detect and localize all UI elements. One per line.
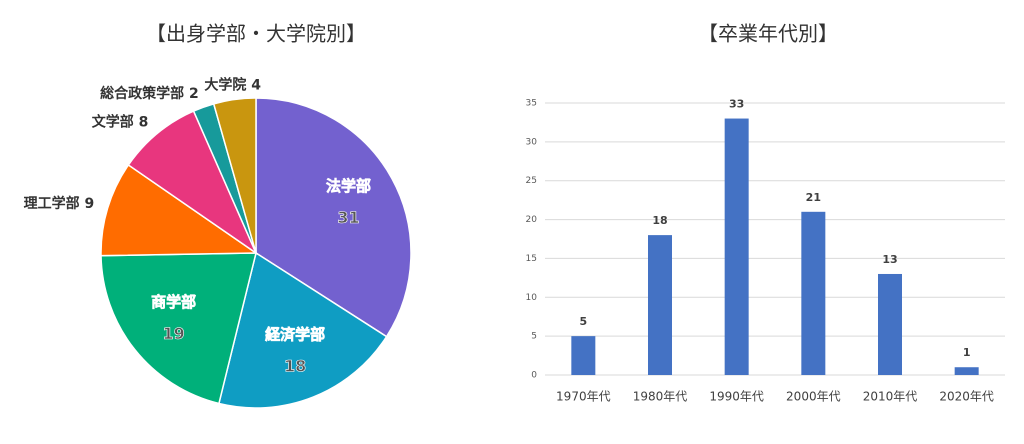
bar [878, 273, 902, 375]
bar-value-label: 13 [882, 253, 897, 266]
x-tick-label: 1990年代 [709, 390, 764, 404]
x-tick-label: 2020年代 [939, 390, 994, 404]
bar [648, 235, 672, 375]
bar-value-label: 1 [963, 346, 971, 359]
slice-label: 法学部 [326, 177, 371, 195]
pie-title: 【出身学部・大学院別】 [146, 22, 366, 46]
slice-label: 理工学部 9 [24, 195, 95, 212]
y-tick-label: 35 [526, 99, 537, 109]
slice-value: 4 [251, 78, 261, 94]
slice-label: 文学部 8 [92, 114, 149, 131]
pie-slice [100, 252, 257, 405]
y-tick-label: 20 [526, 215, 538, 225]
slice-value: 2 [189, 86, 199, 102]
bar [954, 367, 979, 375]
slice-label-name: 大学院 [204, 77, 246, 94]
slice-value: 31 [337, 208, 359, 227]
slice-label: 商学部 [151, 293, 196, 311]
slice-value: 9 [84, 196, 94, 212]
y-tick-label: 0 [531, 371, 537, 381]
pie-slice [217, 251, 388, 409]
bar-title: 【卒業年代別】 [698, 22, 838, 46]
x-tick-label: 2010年代 [863, 390, 918, 404]
y-tick-label: 25 [526, 176, 537, 186]
x-tick-label: 2000年代 [786, 390, 841, 404]
slice-value: 8 [139, 115, 149, 131]
slice-label: 総合政策学部 2 [100, 85, 199, 102]
slice-label: 経済学部 [265, 325, 325, 343]
y-tick-label: 5 [531, 332, 537, 342]
pie-slice [127, 110, 258, 256]
bar [571, 336, 596, 375]
x-tick-label: 1980年代 [633, 390, 688, 404]
bar-value-label: 5 [580, 315, 588, 328]
bar-value-label: 21 [806, 191, 821, 204]
y-tick-label: 15 [526, 254, 537, 264]
x-tick-label: 1970年代 [556, 390, 611, 404]
slice-label-name: 理工学部 [24, 195, 80, 212]
y-tick-label: 10 [526, 293, 538, 303]
pie-slice [100, 163, 259, 257]
bar [724, 118, 749, 376]
slice-label: 大学院 4 [204, 77, 261, 94]
y-tick-label: 30 [526, 137, 538, 147]
slice-label-name: 総合政策学部 [100, 85, 184, 102]
bar-value-label: 18 [652, 214, 667, 227]
bar-value-label: 33 [729, 98, 744, 111]
bar [801, 211, 826, 375]
slice-label-name: 文学部 [92, 114, 134, 131]
slice-value: 18 [284, 356, 306, 375]
pie-slice [212, 97, 257, 254]
slice-value: 19 [162, 324, 184, 343]
